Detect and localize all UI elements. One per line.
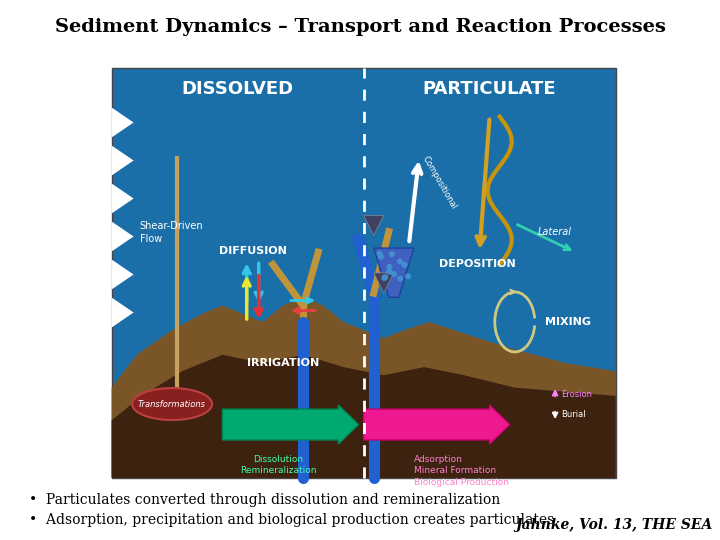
Polygon shape xyxy=(112,184,134,213)
Circle shape xyxy=(389,251,395,257)
Polygon shape xyxy=(374,248,414,298)
Text: •  Adsorption, precipitation and biological production creates particulates: • Adsorption, precipitation and biologic… xyxy=(29,513,554,527)
Text: Jahnke, Vol. 13, THE SEA: Jahnke, Vol. 13, THE SEA xyxy=(515,518,712,532)
Text: •  Particulates converted through dissolution and remineralization: • Particulates converted through dissolu… xyxy=(29,493,500,507)
Polygon shape xyxy=(112,107,134,138)
Polygon shape xyxy=(112,145,134,176)
Circle shape xyxy=(377,251,382,256)
Text: Transformations: Transformations xyxy=(138,400,206,409)
Text: Sediment Dynamics – Transport and Reaction Processes: Sediment Dynamics – Transport and Reacti… xyxy=(55,18,665,36)
Text: IRRIGATION: IRRIGATION xyxy=(247,358,319,368)
Circle shape xyxy=(378,254,384,260)
FancyArrow shape xyxy=(222,405,359,444)
Ellipse shape xyxy=(132,388,212,420)
Circle shape xyxy=(387,264,392,270)
Text: Lateral: Lateral xyxy=(538,227,572,237)
Circle shape xyxy=(391,271,397,277)
Polygon shape xyxy=(112,298,134,327)
Circle shape xyxy=(382,275,387,281)
Circle shape xyxy=(402,262,408,268)
Text: Adsorption
Mineral Formation
Biological Production: Adsorption Mineral Formation Biological … xyxy=(414,455,509,487)
Polygon shape xyxy=(112,298,616,478)
Text: Dissolution
Remineralization: Dissolution Remineralization xyxy=(240,455,316,475)
Circle shape xyxy=(397,259,403,265)
Polygon shape xyxy=(112,221,134,252)
Polygon shape xyxy=(364,215,384,235)
Circle shape xyxy=(397,275,403,281)
Bar xyxy=(112,68,616,478)
Circle shape xyxy=(386,269,392,275)
Circle shape xyxy=(382,274,388,280)
Text: DISSOLVED: DISSOLVED xyxy=(181,79,294,98)
Text: Shear-Driven
Flow: Shear-Driven Flow xyxy=(140,221,203,244)
Text: MIXING: MIXING xyxy=(545,317,591,327)
Text: PARTICULATE: PARTICULATE xyxy=(423,79,557,98)
Polygon shape xyxy=(112,355,616,478)
Text: Erosion: Erosion xyxy=(561,389,592,399)
Text: Compositional: Compositional xyxy=(420,154,458,211)
Text: Burial: Burial xyxy=(561,409,586,418)
Polygon shape xyxy=(374,273,394,293)
FancyArrow shape xyxy=(364,405,510,444)
Text: DIFFUSION: DIFFUSION xyxy=(219,246,287,256)
Text: DEPOSITION: DEPOSITION xyxy=(439,260,516,269)
Circle shape xyxy=(405,273,411,279)
Polygon shape xyxy=(112,260,134,289)
